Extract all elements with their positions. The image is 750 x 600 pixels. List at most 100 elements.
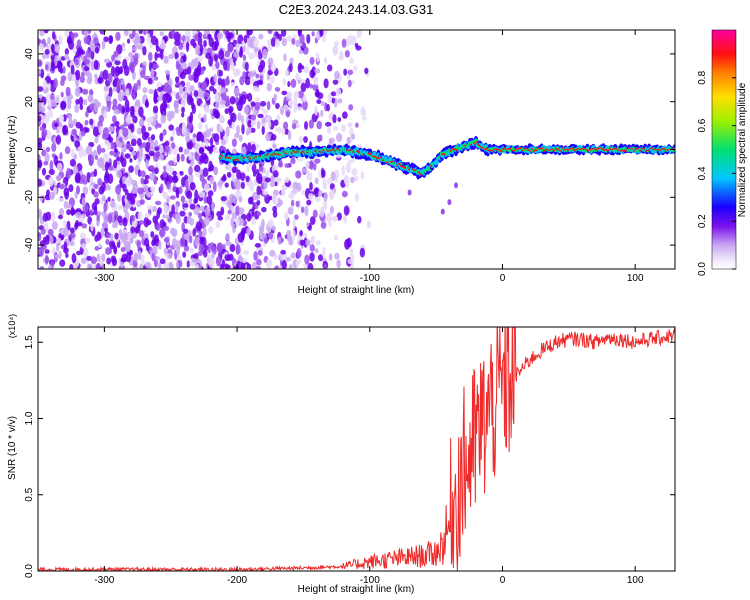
noise-speckle bbox=[302, 99, 308, 111]
noise-speckle bbox=[274, 87, 281, 92]
noise-speckle bbox=[274, 31, 279, 37]
noise-speckle bbox=[145, 219, 152, 226]
noise-speckle bbox=[56, 237, 62, 244]
noise-speckle bbox=[293, 103, 298, 113]
noise-speckle bbox=[147, 51, 153, 62]
noise-speckle bbox=[49, 235, 54, 245]
noise-speckle bbox=[208, 85, 215, 92]
noise-speckle bbox=[66, 167, 72, 179]
noise-speckle bbox=[224, 50, 231, 58]
noise-speckle bbox=[262, 48, 268, 60]
noise-speckle bbox=[56, 61, 63, 68]
noise-speckle bbox=[136, 36, 141, 45]
noise-speckle bbox=[344, 239, 351, 250]
noise-speckle bbox=[38, 137, 43, 144]
noise-speckle bbox=[267, 30, 273, 35]
noise-speckle bbox=[238, 195, 243, 203]
noise-speckle bbox=[247, 142, 252, 153]
noise-speckle bbox=[48, 169, 55, 176]
noise-speckle bbox=[328, 219, 332, 228]
noise-speckle bbox=[159, 50, 164, 60]
noise-speckle bbox=[107, 196, 111, 202]
noise-speckle bbox=[174, 40, 181, 46]
noise-speckle bbox=[60, 101, 67, 109]
noise-speckle bbox=[107, 72, 113, 84]
spectrogram-x-axis-label: Height of straight line (km) bbox=[298, 285, 415, 296]
noise-speckle bbox=[56, 162, 63, 172]
noise-speckle bbox=[81, 243, 87, 249]
noise-speckle bbox=[332, 114, 337, 124]
noise-speckle bbox=[38, 246, 44, 257]
noise-speckle bbox=[234, 133, 240, 139]
noise-speckle bbox=[162, 170, 168, 178]
noise-speckle bbox=[126, 176, 132, 187]
colorbar: 0.0 0.2 0.4 0.6 0.8 Normalized spectral ampl… bbox=[697, 29, 748, 276]
noise-speckle bbox=[197, 112, 202, 120]
snr-panel: -300 -200 -100 0 100 0.0 0.5 1.0 1.5 Height of … bbox=[7, 314, 676, 595]
noise-speckle bbox=[334, 234, 339, 241]
noise-speckle bbox=[78, 96, 84, 106]
noise-speckle bbox=[94, 234, 99, 242]
noise-speckle bbox=[155, 45, 160, 53]
noise-speckle bbox=[225, 95, 230, 107]
noise-speckle bbox=[322, 182, 328, 190]
noise-speckle bbox=[39, 30, 45, 37]
noise-speckle bbox=[62, 219, 67, 228]
noise-speckle bbox=[138, 30, 143, 35]
noise-speckle bbox=[85, 127, 90, 133]
noise-speckle bbox=[244, 75, 251, 86]
noise-speckle bbox=[142, 87, 148, 94]
noise-speckle bbox=[125, 116, 132, 124]
noise-speckle bbox=[295, 39, 301, 48]
noise-speckle bbox=[344, 49, 350, 58]
noise-speckle bbox=[306, 199, 312, 206]
noise-speckle bbox=[266, 39, 271, 47]
noise-speckle bbox=[287, 91, 293, 99]
noise-speckle bbox=[219, 263, 225, 269]
noise-speckle bbox=[236, 169, 242, 180]
noise-speckle bbox=[166, 181, 171, 190]
noise-speckle bbox=[152, 105, 159, 114]
noise-speckle bbox=[219, 100, 227, 105]
noise-speckle bbox=[90, 256, 98, 264]
noise-speckle bbox=[357, 215, 362, 224]
noise-speckle bbox=[147, 116, 154, 123]
noise-speckle bbox=[183, 244, 190, 252]
noise-speckle bbox=[236, 124, 240, 136]
noise-speckle bbox=[316, 99, 322, 105]
noise-speckle bbox=[122, 217, 128, 227]
noise-speckle bbox=[137, 43, 144, 50]
noise-speckle bbox=[238, 49, 243, 58]
noise-speckle bbox=[315, 88, 320, 97]
noise-speckle bbox=[292, 181, 299, 190]
outlier-speckle bbox=[454, 182, 459, 189]
noise-speckle bbox=[256, 199, 261, 206]
noise-speckle bbox=[289, 57, 294, 65]
noise-speckle bbox=[178, 259, 183, 268]
noise-speckle bbox=[306, 169, 310, 181]
noise-speckle bbox=[217, 216, 224, 221]
noise-speckle bbox=[143, 30, 147, 36]
noise-speckle bbox=[290, 252, 297, 259]
noise-speckle bbox=[283, 96, 288, 107]
noise-speckle bbox=[69, 240, 75, 247]
noise-speckle bbox=[233, 51, 238, 58]
noise-speckle bbox=[95, 264, 101, 269]
noise-speckle bbox=[255, 73, 260, 79]
noise-speckle bbox=[275, 177, 282, 183]
noise-speckle bbox=[63, 226, 69, 238]
noise-speckle bbox=[144, 101, 150, 108]
noise-speckle bbox=[287, 130, 292, 141]
noise-speckle bbox=[196, 65, 202, 74]
noise-speckle bbox=[74, 58, 79, 66]
noise-speckle bbox=[350, 176, 355, 184]
noise-speckle bbox=[250, 101, 256, 107]
noise-speckle bbox=[132, 259, 138, 268]
noise-speckle bbox=[181, 125, 187, 136]
noise-speckle bbox=[93, 149, 97, 156]
noise-speckle bbox=[224, 108, 229, 115]
noise-speckle bbox=[258, 33, 264, 40]
noise-speckle bbox=[220, 146, 227, 153]
noise-speckle bbox=[294, 214, 299, 220]
snr-y-multiplier: (x10⁴) bbox=[7, 314, 17, 338]
